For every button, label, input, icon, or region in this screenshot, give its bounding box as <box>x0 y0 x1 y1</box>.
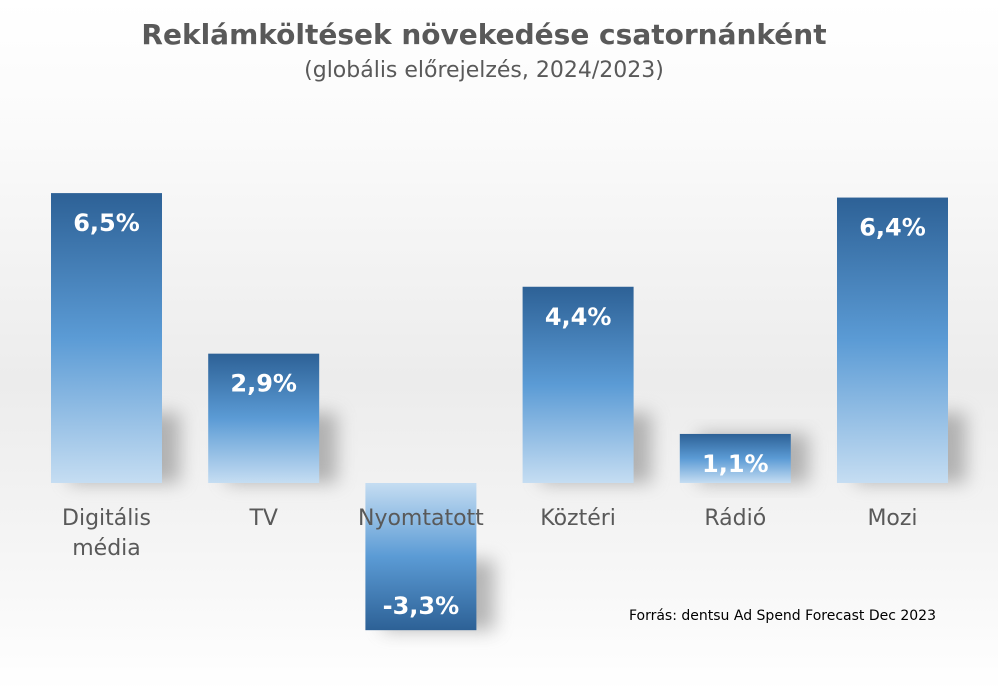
chart-subtitle: (globális előrejelzés, 2024/2023) <box>304 58 664 83</box>
bar <box>208 353 320 483</box>
data-label: -3,3% <box>383 592 460 620</box>
category-label: Nyomtatott <box>358 506 484 531</box>
bar <box>679 433 791 483</box>
data-label: 1,1% <box>702 450 769 478</box>
data-label: 2,9% <box>230 370 297 398</box>
category-label: Mozi <box>867 506 917 531</box>
bar <box>522 286 634 483</box>
category-label: Rádió <box>704 506 766 531</box>
category-label: Digitális <box>62 506 151 531</box>
bar <box>51 193 162 483</box>
bar <box>837 197 948 483</box>
source-note: Forrás: dentsu Ad Spend Forecast Dec 202… <box>628 608 936 624</box>
category-label: Köztéri <box>540 506 616 531</box>
data-label: 6,5% <box>73 209 140 237</box>
data-label: 6,4% <box>859 214 926 242</box>
category-label: média <box>72 536 141 561</box>
chart-title: Reklámköltések növekedése csatornánként <box>141 18 827 51</box>
category-label: TV <box>248 506 278 531</box>
data-label: 4,4% <box>545 303 612 331</box>
bar <box>365 483 477 631</box>
